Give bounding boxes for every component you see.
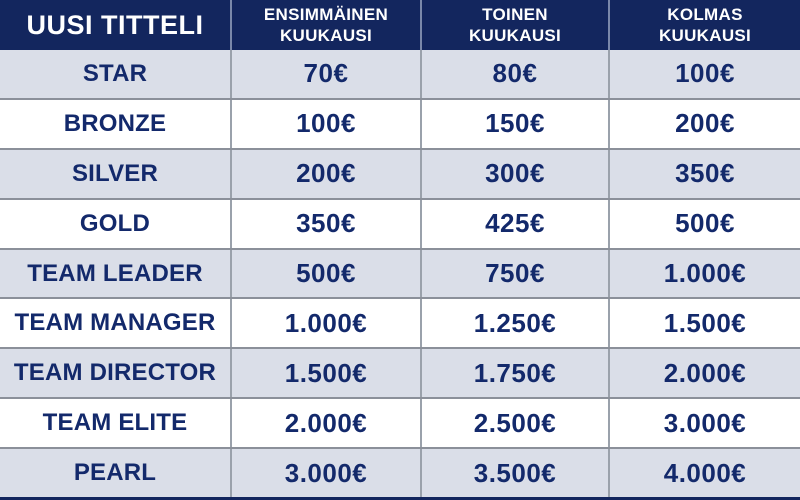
- row-value: 200€: [232, 149, 422, 198]
- row-title: PEARL: [0, 449, 232, 498]
- table-row-team-elite: TEAM ELITE 2.000€ 2.500€ 3.000€: [0, 397, 800, 448]
- row-value: 1.500€: [232, 349, 422, 398]
- column-header-label: KOLMAS: [667, 5, 743, 24]
- header-cell-month-2: TOINEN KUUKAUSI: [422, 0, 610, 50]
- table-row-silver: SILVER 200€ 300€ 350€: [0, 147, 800, 198]
- row-value: 500€: [232, 249, 422, 298]
- row-value: 3.000€: [663, 407, 747, 438]
- table-header-row: UUSI TITTELI ENSIMMÄINEN KUUKAUSI TOINEN…: [0, 0, 800, 50]
- row-value: 1.000€: [232, 299, 422, 348]
- column-header-label: KUUKAUSI: [279, 26, 373, 45]
- row-value: 750€: [422, 249, 610, 298]
- column-header-label: KUUKAUSI: [658, 26, 752, 45]
- column-header-label: UUSI TITTELI: [26, 9, 204, 40]
- table-row-star: STAR 70€ 80€ 100€: [0, 50, 800, 98]
- row-value: 80€: [422, 50, 610, 98]
- row-title: TEAM MANAGER: [0, 299, 232, 348]
- row-value: 100€: [232, 99, 422, 148]
- row-title: TEAM LEADER: [0, 249, 232, 298]
- row-title: BRONZE: [0, 99, 232, 148]
- row-value: 3.000€: [232, 449, 422, 498]
- row-value: 2.500€: [422, 399, 610, 448]
- table-row-team-leader: TEAM LEADER 500€ 750€ 1.000€: [0, 247, 800, 298]
- row-value: 2.000€: [232, 399, 422, 448]
- row-title: TEAM DIRECTOR: [0, 349, 232, 398]
- row-value: 1.750€: [422, 349, 610, 398]
- header-cell-title: UUSI TITTELI: [0, 0, 232, 50]
- table-row-team-manager: TEAM MANAGER 1.000€ 1.250€ 1.500€: [0, 297, 800, 348]
- table-body: STAR 70€ 80€ 100€ BRONZE 100€ 150€ 200€ …: [0, 50, 800, 498]
- table-row-bronze: BRONZE 100€ 150€ 200€: [0, 97, 800, 148]
- row-value: 350€: [675, 158, 735, 189]
- row-value: 300€: [422, 149, 610, 198]
- row-value: 150€: [422, 99, 610, 148]
- row-value: 70€: [232, 50, 422, 98]
- row-title: STAR: [0, 50, 232, 98]
- table-row-gold: GOLD 350€ 425€ 500€: [0, 197, 800, 248]
- row-title: SILVER: [0, 149, 232, 198]
- row-value: 2.000€: [663, 357, 747, 388]
- row-value: 350€: [232, 199, 422, 248]
- row-value: 200€: [675, 108, 735, 139]
- header-cell-month-3: KOLMAS KUUKAUSI: [610, 0, 800, 50]
- row-value: 500€: [675, 208, 735, 239]
- row-value: 1.250€: [422, 299, 610, 348]
- row-title: TEAM ELITE: [0, 399, 232, 448]
- row-value: 1.000€: [663, 258, 747, 288]
- table-row-team-director: TEAM DIRECTOR 1.500€ 1.750€ 2.000€: [0, 347, 800, 398]
- row-value: 425€: [422, 199, 610, 248]
- column-header-label: ENSIMMÄINEN: [263, 5, 389, 24]
- table-row-pearl: PEARL 3.000€ 3.500€ 4.000€: [0, 447, 800, 498]
- column-header-label: TOINEN: [482, 5, 548, 24]
- row-value: 1.500€: [663, 307, 747, 338]
- row-value: 100€: [675, 58, 735, 89]
- row-value: 4.000€: [663, 457, 747, 488]
- column-header-label: KUUKAUSI: [468, 26, 562, 45]
- row-title: GOLD: [0, 199, 232, 248]
- header-cell-month-1: ENSIMMÄINEN KUUKAUSI: [232, 0, 422, 50]
- bottom-accent-bar: [0, 497, 800, 500]
- row-value: 3.500€: [422, 449, 610, 498]
